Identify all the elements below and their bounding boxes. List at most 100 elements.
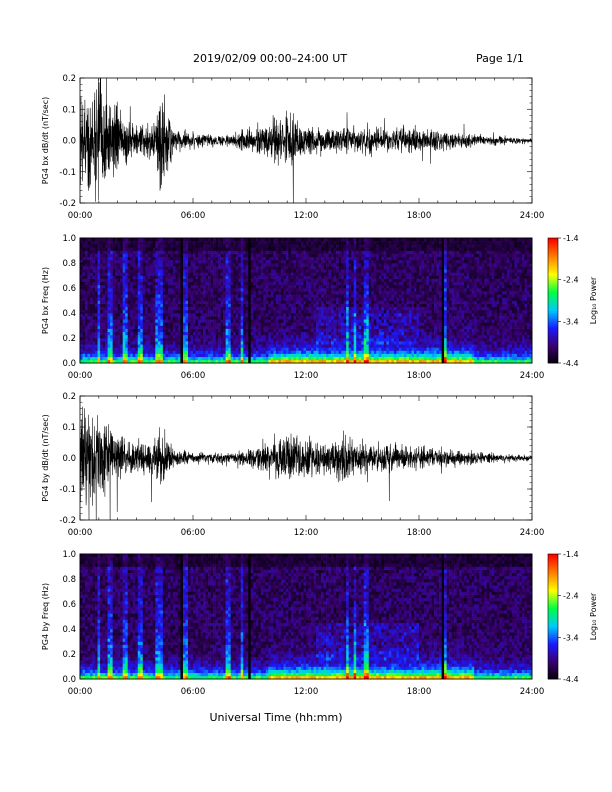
- spectrogram-cell: [220, 350, 224, 354]
- spectrogram-cell: [373, 350, 377, 354]
- spectrogram-cell: [346, 263, 349, 267]
- spectrogram-cell: [122, 328, 126, 333]
- spectrogram-cell: [122, 359, 126, 364]
- spectrogram-cell: [97, 319, 101, 323]
- spectrogram-cell: [316, 356, 319, 361]
- spectrogram-cell: [167, 347, 171, 351]
- spectrogram-cell: [235, 244, 239, 248]
- spectrogram-cell: [162, 247, 166, 251]
- spectrogram-cell: [253, 269, 257, 273]
- spectrogram-cell: [243, 294, 247, 298]
- spectrogram-cell: [268, 259, 272, 264]
- spectrogram-cell: [293, 325, 297, 329]
- spectrogram-cell: [321, 313, 324, 317]
- spectrogram-cell: [95, 306, 98, 311]
- spectrogram-cell: [228, 256, 231, 261]
- spectrogram-cell: [187, 338, 191, 342]
- spectrogram-cell: [145, 259, 149, 264]
- spectrogram-cell: [343, 281, 347, 286]
- spectrogram-cell: [85, 334, 88, 339]
- spectrogram-cell: [278, 259, 282, 264]
- spectrogram-cell: [318, 266, 322, 270]
- spectrogram-cell: [225, 275, 229, 279]
- spectrogram-cell: [170, 331, 174, 336]
- spectrogram-cell: [157, 300, 161, 304]
- spectrogram-cell: [120, 300, 123, 304]
- spectrogram-cell: [285, 350, 289, 354]
- spectrogram-cell: [162, 309, 166, 314]
- spectrogram-cell: [112, 294, 116, 298]
- spectrogram-cell: [278, 313, 282, 317]
- spectrogram-cell: [318, 253, 322, 258]
- spectrogram-cell: [253, 322, 257, 326]
- spectrogram-cell: [250, 291, 254, 295]
- spectrogram-cell: [208, 338, 211, 342]
- spectrogram-cell: [150, 256, 154, 261]
- spectrogram-cell: [117, 281, 121, 286]
- spectrogram-cell: [376, 253, 380, 258]
- spectrogram-cell: [326, 284, 329, 289]
- spectrogram-cell: [288, 322, 292, 326]
- spectrogram-cell: [102, 263, 106, 267]
- spectrogram-cell: [190, 269, 194, 273]
- spectrogram-cell: [363, 334, 367, 339]
- spectrogram-cell: [333, 350, 337, 354]
- spectrogram-cell: [363, 353, 367, 358]
- spectrogram-cell: [213, 241, 216, 245]
- spectrogram-cell: [253, 291, 257, 295]
- spectrogram-cell: [255, 244, 259, 248]
- spectrogram-cell: [193, 306, 196, 311]
- spectrogram-cell: [220, 266, 224, 270]
- spectrogram-cell: [293, 309, 297, 314]
- spectrogram-cell: [215, 338, 219, 342]
- spectrogram-cell: [230, 344, 234, 348]
- spectrogram-cell: [228, 294, 231, 298]
- spectrogram-cell: [293, 350, 297, 354]
- spectrogram-cell: [346, 334, 349, 339]
- spectrogram-cell: [323, 275, 327, 279]
- spectrogram-cell: [283, 341, 287, 345]
- spectrogram-cell: [218, 344, 221, 348]
- spectrogram-cell: [343, 284, 347, 289]
- spectrogram-cell: [233, 344, 236, 348]
- spectrogram-cell: [346, 278, 349, 283]
- spectrogram-cell: [157, 288, 161, 292]
- spectrogram-cell: [240, 319, 244, 323]
- spectrogram-cell: [346, 281, 349, 286]
- spectrogram-cell: [223, 294, 226, 298]
- spectrogram-cell: [117, 350, 121, 354]
- spectrogram-cell: [298, 328, 302, 333]
- spectrogram-cell: [331, 309, 334, 314]
- spectrogram-cell: [208, 284, 211, 289]
- spectrogram-cell: [147, 338, 151, 342]
- spectrogram-cell: [110, 334, 113, 339]
- spectrogram-cell: [348, 341, 352, 345]
- spectrogram-cell: [177, 353, 181, 358]
- spectrogram-cell: [373, 309, 377, 314]
- spectrogram-cell: [110, 284, 113, 289]
- spectrogram-cell: [311, 316, 314, 320]
- spectrogram-cell: [130, 338, 134, 342]
- spectrogram-cell: [356, 272, 360, 276]
- spectrogram-cell: [117, 334, 121, 339]
- spectrogram-cell: [368, 253, 372, 258]
- spectrogram-cell: [82, 306, 86, 311]
- spectrogram-cell: [363, 325, 367, 329]
- spectrogram-cell: [167, 238, 171, 242]
- spectrogram-cell: [298, 291, 302, 295]
- spectrogram-cell: [230, 322, 234, 326]
- spectrogram-cell: [358, 309, 362, 314]
- spectrogram-cell: [290, 316, 294, 320]
- spectrogram-cell: [358, 328, 362, 333]
- spectrogram-cell: [92, 356, 96, 361]
- spectrogram-cell: [253, 250, 257, 254]
- spectrogram-cell: [92, 284, 96, 289]
- spectrogram-cell: [361, 341, 365, 345]
- spectrogram-cell: [258, 250, 262, 254]
- spectrogram-cell: [368, 328, 372, 333]
- spectrogram-cell: [100, 281, 103, 286]
- spectrogram-cell: [162, 266, 166, 270]
- spectrogram-cell: [361, 256, 365, 261]
- spectrogram-cell: [200, 306, 204, 311]
- spectrogram-cell: [273, 331, 277, 336]
